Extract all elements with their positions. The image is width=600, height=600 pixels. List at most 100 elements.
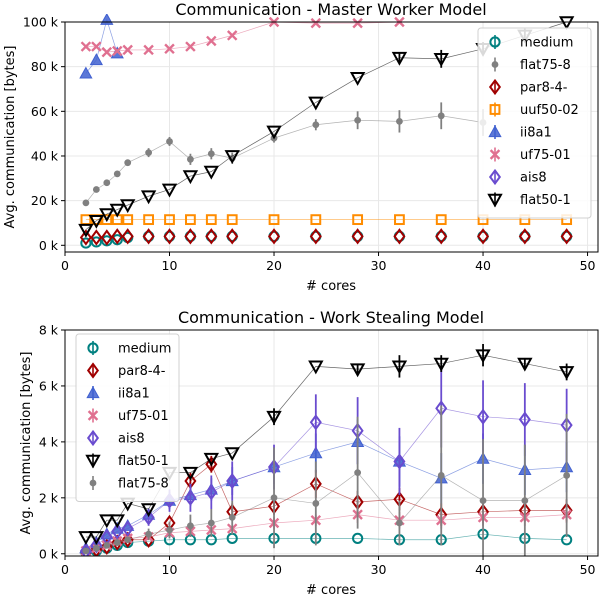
chart1-par8-4-point-17 (560, 228, 573, 245)
chart2-plot-area (78, 343, 575, 556)
chart1-uf75-01-point-9 (226, 30, 238, 41)
chart2-legend-label-flat75-8: flat75-8 (118, 477, 169, 492)
chart2-flat75-8-point-4 (124, 536, 132, 544)
chart1-flat75-8-point-13 (396, 117, 403, 125)
chart1-legend-label-medium: medium (520, 36, 573, 51)
chart2-flat75-8-point-0 (82, 547, 90, 555)
chart1-xtick-label-5: 50 (580, 258, 596, 273)
chart2-axes-frame (64, 329, 599, 557)
chart2-legend-marker-flat75-8 (89, 479, 97, 487)
chart2-legend-marker-uf75-01 (87, 410, 99, 421)
chart1-legend-label-ii8a1: ii8a1 (520, 126, 552, 141)
chart1-uf75-01-point-12 (352, 17, 363, 29)
chart2-flat75-8-point-12 (354, 469, 362, 477)
chart1-legend-label-uuf50-02: uuf50-02 (520, 103, 579, 118)
chart1-uf75-01-point-1 (91, 41, 102, 52)
chart1-flat50-1-point-6 (161, 183, 178, 198)
chart2-flat50-1-point-17 (558, 366, 575, 381)
chart1-legend-marker-medium (489, 36, 501, 48)
chart1-uf75-01-point-7 (185, 41, 196, 52)
chart2-ais8-point-7 (184, 489, 197, 507)
chart1-uuf50-02-point-9 (226, 214, 238, 226)
chart2-title: Communication - Work Stealing Model (178, 308, 484, 327)
chart2-flat50-1-point-9 (224, 447, 240, 462)
chart1-uf75-01-point-4 (122, 44, 133, 56)
chart1-par8-4-point-6 (163, 228, 176, 245)
chart2-flat75-8-point-13 (396, 519, 403, 527)
chart1-flat75-8-point-1 (92, 186, 100, 193)
chart2-flat50-1-point-2 (99, 514, 115, 529)
chart2-ais8-point-5 (142, 509, 155, 526)
chart2-legend-box (75, 333, 180, 502)
chart1-flat50-1-point-7 (182, 170, 199, 185)
chart1-uuf50-02-point-2 (101, 214, 113, 226)
chart1-ytick-label-1: 20 k (31, 193, 59, 208)
chart2-flat75-8-point-2 (103, 541, 111, 549)
chart1-ytick-label-0: 0 k (39, 238, 59, 253)
chart1-legend-marker-flat50-1 (487, 193, 503, 208)
chart2-flat75-8-point-16 (521, 497, 529, 505)
chart1-flat50-1-point-14 (433, 53, 449, 67)
chart1-flat75-8-point-7 (187, 155, 194, 163)
chart1-flat50-1-point-8 (203, 165, 220, 180)
chart2-ytick-label-3: 6 k (39, 378, 59, 393)
chart2-ais8-point-4 (121, 520, 134, 537)
chart1-medium-point-1 (90, 236, 102, 248)
chart2-uf75-01-line (85, 514, 567, 552)
chart1-flat75-8-point-3 (113, 170, 121, 178)
chart1-legend-marker-uuf50-02 (489, 104, 501, 115)
chart2-flat50-1-point-14 (433, 357, 449, 372)
chart1-ii8a1-line (85, 18, 118, 74)
chart1-ytick-label-3: 60 k (31, 104, 59, 119)
chart1-flat50-1-point-0 (78, 223, 94, 238)
chart1-legend-marker-par8-4 (488, 78, 502, 96)
chart1-flat50-1-point-13 (391, 51, 408, 66)
chart2-ais8-point-13 (393, 453, 406, 470)
chart2-flat50-1-point-10 (266, 410, 282, 425)
chart1-uuf50-02-point-11 (310, 214, 322, 226)
chart1-legend-label-ais8: ais8 (520, 171, 547, 186)
chart1-legend-label-flat50-1: flat50-1 (520, 193, 571, 208)
chart2-ytick-label-1: 2 k (39, 490, 59, 505)
chart2: 0 10 20 30 40 50 0 k 2 k 4 k 6 k 8 k Communication … (19, 308, 599, 598)
chart1-uuf50-02-point-14 (435, 214, 447, 226)
chart2-ais8-point-1 (90, 537, 103, 554)
chart1-series-flat75-8 (82, 102, 487, 207)
chart2-flat75-8-point-14 (437, 472, 445, 479)
chart2-flat75-8-point-6 (166, 526, 173, 534)
chart1-par8-4-point-13 (393, 228, 406, 245)
chart2-ylabel: Avg. communication [bytes] (19, 352, 34, 535)
chart1-uf75-01-point-11 (310, 17, 322, 29)
chart1-xtick-label-1: 10 (162, 258, 178, 273)
chart2-par8-4-point-8 (205, 456, 218, 473)
chart2-flat50-1-point-16 (517, 357, 533, 372)
chart2-ais8-point-8 (205, 484, 218, 501)
chart1-flat75-8-point-0 (82, 199, 90, 207)
chart1-uf75-01-point-2 (101, 46, 113, 58)
chart1-legend-marker-ii8a1 (488, 125, 502, 138)
chart1-flat75-8-point-12 (354, 116, 362, 124)
chart1-flat50-1-point-10 (266, 125, 282, 140)
chart2-flat50-1-point-13 (391, 360, 408, 375)
chart1-flat50-1-point-2 (99, 208, 115, 223)
chart2-series-flat75-8 (82, 405, 571, 556)
chart1-series-uf75-01 (80, 16, 405, 58)
chart1-uuf50-02-point-6 (164, 214, 175, 226)
chart2-flat75-8-point-3 (113, 539, 121, 546)
chart1-flat75-8-point-8 (207, 150, 215, 158)
chart2-legend-label-medium: medium (118, 342, 171, 357)
chart2-flat75-8-point-9 (228, 514, 236, 521)
chart1-par8-4-point-10 (267, 228, 281, 245)
chart1-uf75-01-point-3 (112, 45, 123, 57)
chart1-uf75-01-point-8 (206, 35, 217, 47)
chart2-par8-4-point-5 (142, 531, 155, 548)
chart2-legend-label-uf75-01: uf75-01 (118, 409, 169, 424)
chart2-ais8-point-15 (476, 408, 490, 425)
chart2-xtick-label-5: 50 (580, 562, 596, 577)
chart1-legend-marker-ais8 (488, 168, 502, 186)
chart2-ais8-point-3 (111, 523, 124, 540)
chart2-xtick-label-3: 30 (371, 562, 387, 577)
chart1-par8-4-point-9 (226, 228, 239, 245)
chart2-flat75-8-point-17 (563, 472, 571, 479)
chart1-axes-frame (64, 21, 599, 253)
